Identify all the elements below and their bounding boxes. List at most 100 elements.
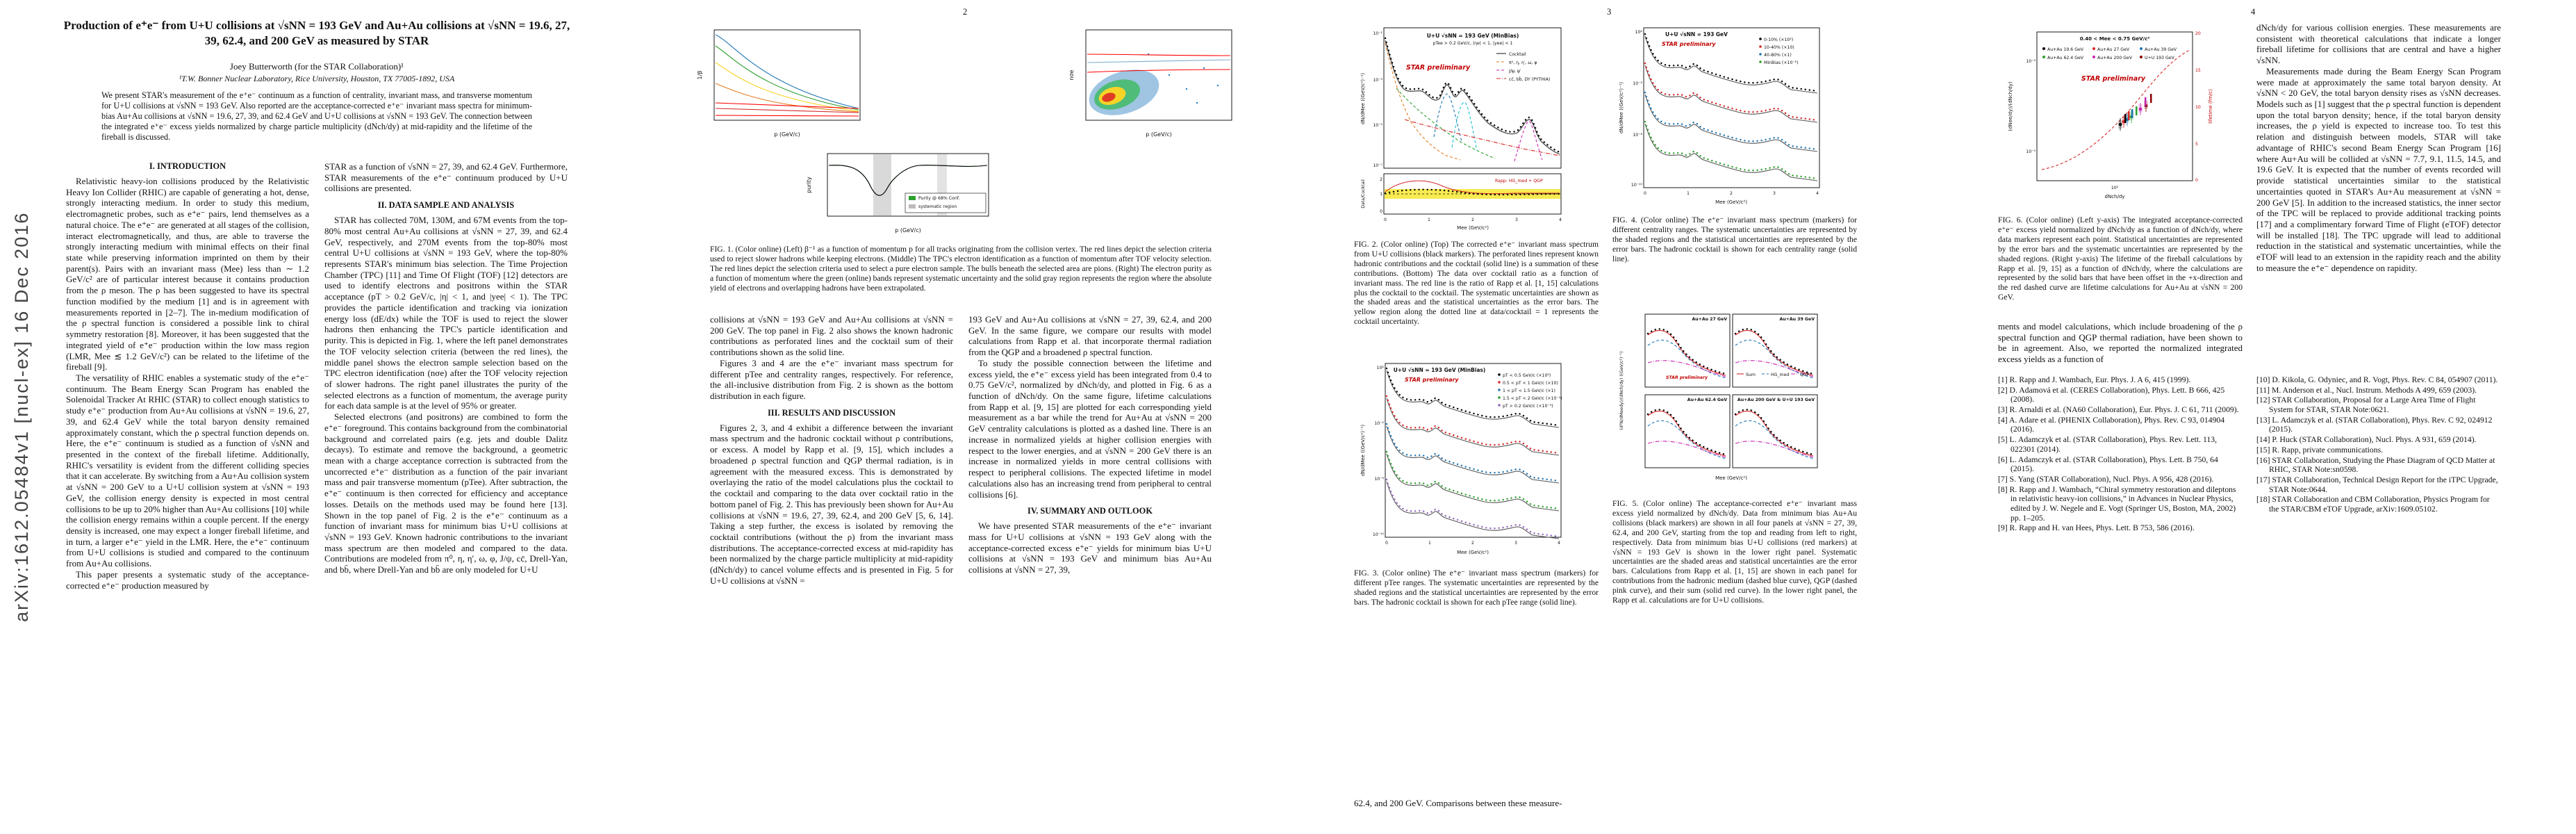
fig1-band-yellow bbox=[715, 62, 859, 112]
fig3-ytick-3: 10⁻⁶ bbox=[1374, 477, 1384, 482]
fig4-ytick-4: 10⁻¹⁰ bbox=[1631, 183, 1643, 188]
fig1-purity-legend-box bbox=[905, 193, 986, 213]
fig2-pion-curve bbox=[1385, 42, 1461, 161]
reference-14: [14] P. Huck (STAR Collaboration), Nucl.… bbox=[2256, 435, 2477, 445]
fig2-legend-cocktail: Cocktail bbox=[1509, 52, 1526, 57]
fig5-star-preliminary: STAR preliminary bbox=[1666, 375, 1708, 380]
figure-1: 1/β p (GeV/c) nσe p (GeV/c) bbox=[686, 26, 1242, 238]
reference-5: [5] L. Adamczyk et al. (STAR Collaborati… bbox=[1998, 435, 2218, 454]
reference-16: [16] STAR Collaboration, Studying the Ph… bbox=[2256, 455, 2495, 475]
page-number-2: 2 bbox=[963, 7, 968, 17]
figure-2-caption: FIG. 2. (Color online) (Top) The correct… bbox=[1354, 240, 1599, 327]
fig1-nsigma-cut-upper bbox=[1087, 54, 1231, 56]
fig1-legend-swatch-gray bbox=[909, 204, 916, 208]
fig2-ytick-4: 10⁻⁷ bbox=[1373, 163, 1382, 168]
section-heading-summary: IV. SUMMARY AND OUTLOOK bbox=[1027, 506, 1153, 516]
fig1-beta-panel: 1/β p (GeV/c) bbox=[697, 29, 861, 138]
reference-7: [7] S. Yang (STAR Collaboration), Nucl. … bbox=[1998, 474, 2214, 484]
abstract: We present STAR's measurement of the e⁺e… bbox=[101, 90, 532, 142]
fig3-ytick-4: 10⁻¹⁰ bbox=[1373, 532, 1385, 537]
fig6-xlabel: dNch/dy bbox=[2105, 194, 2125, 199]
fig2-eta-curve bbox=[1396, 88, 1496, 159]
fig4-legend-3: MinBias (×10⁻²) bbox=[1764, 60, 1799, 65]
reference-11: [11] M. Anderson et al., Nucl. Instrum. … bbox=[2256, 385, 2477, 395]
fig1-pion-electron-band bbox=[715, 108, 859, 113]
fig4-frame bbox=[1643, 27, 1820, 188]
fig1-legend-swatch-green bbox=[909, 196, 916, 200]
fig2-xtick-0: 0 bbox=[1384, 218, 1387, 222]
intro-paragraph-2: The versatility of RHIC enables a system… bbox=[66, 372, 309, 569]
fig6-ytick-1: 10⁻⁴ bbox=[2026, 59, 2036, 64]
reference-17: [17] STAR Collaboration, Technical Desig… bbox=[2256, 475, 2498, 494]
fig3-legend-3: 1.5 < pT < 2 GeV/c (×10⁻¹) bbox=[1503, 396, 1562, 401]
fig6-ylabel: (dNee/dy)/(dNch/dy) bbox=[2008, 81, 2013, 131]
fig4-xtick-2: 2 bbox=[1730, 191, 1733, 196]
fig3-ylabel: dN/dMee ((GeV/c²)⁻¹) bbox=[1360, 425, 1366, 477]
results-paragraph-1: Figures 2, 3, and 4 exhibit a difference… bbox=[710, 422, 953, 586]
fig2-main-frame bbox=[1383, 27, 1562, 169]
fig4-legend-1: 10-40% (×10) bbox=[1764, 45, 1794, 50]
fig1-nsigma-panel: nσe p (GeV/c) bbox=[1068, 29, 1232, 138]
fig4-xtick-3: 3 bbox=[1773, 191, 1776, 196]
fig4-star-preliminary: STAR preliminary bbox=[1662, 41, 1716, 47]
fig4-title: U+U √sNN = 193 GeV bbox=[1665, 31, 1728, 38]
figure-6-plot: 0.40 < Mee < 0.75 GeV/c² Au+Au 19.6 GeV … bbox=[2008, 31, 2213, 199]
reference-3: [3] R. Arnaldi et al. (NA60 Collaboratio… bbox=[1998, 405, 2239, 415]
fig6-legend-1: Au+Au 27 GeV bbox=[2097, 47, 2130, 52]
fig3-xtick-2: 2 bbox=[1471, 541, 1474, 546]
fig1-purity-curve bbox=[828, 165, 988, 196]
fig4-xlabel: Mee (GeV/c²) bbox=[1715, 199, 1747, 205]
fig6-star-preliminary: STAR preliminary bbox=[2081, 75, 2146, 83]
fig2-ratio-model-label: Rapp: HG_med + QGP bbox=[1495, 179, 1543, 183]
fig6-right-ylabel: lifetime (fm/c) bbox=[2208, 89, 2213, 124]
fig2-rapp-model-curve bbox=[1385, 180, 1560, 195]
fig5-legend-qgp: QGP bbox=[1800, 373, 1810, 377]
figure-3-plot: U+U √sNN = 193 GeV (MinBias) STAR prelim… bbox=[1360, 363, 1562, 555]
fig4-legend-0: 0-10% (×10²) bbox=[1764, 38, 1793, 42]
reference-12: [12] STAR Collaboration, Proposal for a … bbox=[2256, 395, 2476, 415]
analysis-continuation: collisions at √sNN = 193 GeV and Au+Au c… bbox=[710, 314, 953, 358]
fig6-lifetime-trend-curve bbox=[2041, 49, 2190, 170]
fig2-rtick-1: 2 bbox=[1380, 177, 1382, 182]
fig4-ytick-1: 10² bbox=[1635, 30, 1643, 35]
reference-8: [8] R. Rapp and J. Wambach, “Chiral symm… bbox=[1998, 484, 2236, 523]
fig2-omega-curve bbox=[1433, 93, 1462, 142]
fig2-rtick-2: 1 bbox=[1380, 192, 1382, 197]
fig1-beta-xlabel: p (GeV/c) bbox=[774, 131, 800, 138]
fig3-xtick-3: 3 bbox=[1514, 541, 1517, 546]
fig6-mass-range-label: 0.40 < Mee < 0.75 GeV/c² bbox=[2080, 36, 2150, 42]
outlook-paragraph-2: Measurements made during the Beam Energy… bbox=[2256, 65, 2501, 273]
fig6-rtick-5: 0 bbox=[2195, 178, 2198, 183]
fig3-xtick-0: 0 bbox=[1385, 541, 1388, 546]
fig5-panel3-frame bbox=[1644, 394, 1731, 468]
fig1-legend-systematic-label: systematic region bbox=[918, 204, 957, 209]
fig2-rtick-3: 0 bbox=[1380, 209, 1382, 214]
paper-title: Production of e⁺e⁻ from U+U collisions a… bbox=[63, 19, 570, 48]
reference-10: [10] D. Kikola, G. Odyniec, and R. Vogt,… bbox=[2256, 375, 2498, 384]
fig6-rtick-4: 5 bbox=[2195, 142, 2198, 147]
fig3-star-preliminary: STAR preliminary bbox=[1405, 377, 1459, 383]
figure-4-plot: U+U √sNN = 193 GeV STAR preliminary 0-10… bbox=[1619, 27, 1820, 205]
fig3-legend-2: 1 < pT < 1.5 GeV/c (×1) bbox=[1503, 389, 1555, 393]
references-left: [1] R. Rapp and J. Wambach, Eur. Phys. J… bbox=[1998, 375, 2243, 534]
fig1-systematic-region-1 bbox=[873, 154, 891, 215]
fig5-panel1-label: Au+Au 27 GeV bbox=[1692, 317, 1727, 322]
section-heading-introduction: I. INTRODUCTION bbox=[149, 161, 226, 171]
fig1-nsigma-ylabel: nσe bbox=[1068, 70, 1075, 80]
reference-2: [2] D. Adamová et al. (CERES Collaborati… bbox=[1998, 385, 2225, 404]
fig2-xtick-1: 1 bbox=[1428, 218, 1430, 222]
analysis-paragraph-2: Selected electrons (and positrons) are c… bbox=[324, 411, 568, 575]
affiliation-line: ¹T.W. Bonner Nuclear Laboratory, Rice Un… bbox=[179, 74, 455, 83]
fig2-jpsi-curve bbox=[1514, 120, 1543, 162]
fig1-nsigma-cut-lower bbox=[1087, 69, 1231, 73]
fig1-nsigma-xlabel: p (GeV/c) bbox=[1146, 131, 1172, 138]
fig3-frame bbox=[1385, 363, 1562, 538]
fig1-selection-line-upper bbox=[715, 102, 859, 109]
reference-15: [15] R. Rapp, private communications. bbox=[2256, 445, 2384, 455]
figure-6-caption: FIG. 6. (Color online) (Left y-axis) The… bbox=[1998, 215, 2243, 302]
fig2-subtitle: pTee > 0.2 GeV/c, |ηe| < 1, |yee| < 1 bbox=[1433, 41, 1513, 46]
fig3-xlabel: Mee (GeV/c²) bbox=[1457, 550, 1489, 555]
fig1-purity-ylabel: purity bbox=[806, 177, 812, 193]
fig2-legend-charm: cc̄, bb̄, DY (PYTHIA) bbox=[1509, 76, 1550, 82]
